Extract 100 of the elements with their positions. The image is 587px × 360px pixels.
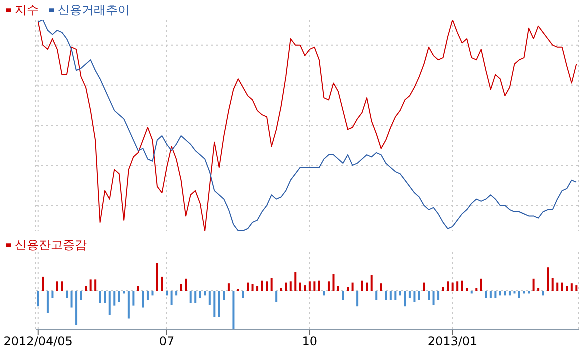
bar <box>490 291 492 298</box>
bar <box>123 291 126 294</box>
bar <box>328 282 330 291</box>
bar <box>276 291 278 302</box>
bar <box>542 291 544 296</box>
bar <box>347 287 350 291</box>
bar <box>456 282 459 291</box>
bar <box>566 286 568 291</box>
bar <box>223 291 226 300</box>
bar <box>494 291 497 298</box>
bar <box>356 291 359 307</box>
bar <box>323 291 326 296</box>
bar <box>528 291 530 294</box>
bar <box>185 278 188 291</box>
bar <box>108 291 111 316</box>
bar <box>176 291 178 296</box>
bar <box>76 291 78 326</box>
bar <box>37 291 40 307</box>
x-tick-label: 2012/04/05 <box>4 334 73 349</box>
bar <box>418 291 420 300</box>
bar <box>432 291 435 306</box>
bar <box>156 263 159 291</box>
bar <box>218 291 220 318</box>
bar <box>208 291 211 306</box>
bar <box>376 291 378 300</box>
bar <box>423 282 426 291</box>
bar <box>228 284 230 291</box>
bar <box>190 291 192 304</box>
legend-label: 신용거래추이 <box>58 3 130 17</box>
bar <box>470 291 473 294</box>
bar <box>466 288 468 291</box>
bar <box>476 288 478 291</box>
bar <box>338 286 340 291</box>
bar <box>414 291 416 302</box>
bar <box>399 291 402 296</box>
bar <box>385 291 388 300</box>
bar <box>128 291 130 319</box>
bar <box>561 282 564 291</box>
bar <box>70 291 73 308</box>
bar <box>166 291 168 296</box>
bar <box>247 282 250 291</box>
bar <box>161 276 164 291</box>
bar <box>523 291 526 294</box>
bar <box>556 282 559 291</box>
x-tick-label: 2013/01 <box>428 334 478 349</box>
bar <box>514 291 516 294</box>
bar <box>290 282 292 291</box>
bar <box>270 278 273 291</box>
bar <box>137 286 140 291</box>
bar <box>570 284 573 291</box>
bar <box>204 291 206 296</box>
bar <box>132 291 135 306</box>
bar <box>261 280 264 291</box>
bar <box>314 282 316 291</box>
bar <box>99 291 102 304</box>
bar <box>61 282 64 291</box>
bar <box>214 291 216 318</box>
bar <box>42 276 44 291</box>
x-tick-label: 07 <box>159 334 175 349</box>
bar <box>299 282 302 291</box>
bar <box>342 291 344 300</box>
bar <box>428 291 430 300</box>
bar <box>285 282 288 291</box>
bar <box>146 291 149 300</box>
bar <box>152 291 154 296</box>
bar <box>480 278 482 291</box>
bar <box>366 282 368 291</box>
bar <box>66 291 68 298</box>
bar <box>332 274 335 291</box>
bar <box>318 280 320 291</box>
bar <box>308 282 311 291</box>
bar <box>361 280 364 291</box>
legend-label: 신용잔고증감 <box>15 238 87 252</box>
bar <box>94 280 97 291</box>
x-tick-label: 10 <box>302 334 318 349</box>
bar <box>80 291 82 300</box>
bar <box>52 291 54 298</box>
bar <box>408 291 411 298</box>
bar <box>442 287 444 291</box>
bar <box>447 282 450 291</box>
bar <box>266 282 268 291</box>
bar <box>294 272 297 291</box>
bar <box>85 286 88 291</box>
bar <box>532 278 535 291</box>
bar <box>242 291 244 298</box>
bar <box>370 275 373 291</box>
bar <box>56 282 58 291</box>
bar <box>352 282 354 291</box>
bar <box>252 284 254 291</box>
bar <box>232 291 235 330</box>
bar <box>404 291 406 307</box>
legend-label: 지수 <box>15 3 39 17</box>
bar <box>499 291 502 296</box>
bar <box>518 291 521 298</box>
bar <box>170 291 173 306</box>
bar <box>390 291 392 300</box>
bar <box>438 291 440 300</box>
bar <box>552 278 554 291</box>
bar <box>380 284 382 291</box>
bar <box>304 286 306 291</box>
